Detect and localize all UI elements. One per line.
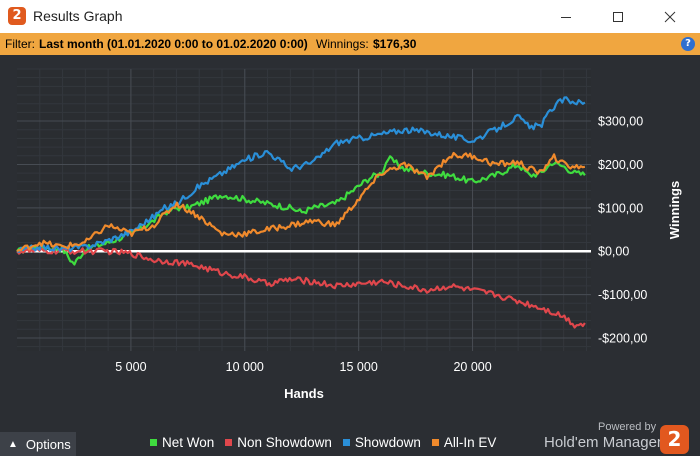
legend-label: All-In EV — [443, 434, 497, 450]
legend-label: Showdown — [354, 434, 421, 450]
minimize-button[interactable] — [543, 0, 589, 33]
filter-value: Last month (01.01.2020 0:00 to 01.02.202… — [39, 37, 308, 51]
close-button[interactable] — [647, 0, 693, 33]
x-tick-label: 10 000 — [226, 360, 264, 374]
y-axis-ticks: $300,00 $200,00 $100,00 $0,00 -$100,00 -$200,… — [598, 115, 647, 346]
powered-by-text: Powered by — [598, 421, 657, 433]
series-line-all-in-ev — [16, 151, 586, 253]
legend-swatch — [342, 438, 350, 446]
chevron-up-icon: ▲ — [8, 438, 18, 450]
winnings-value: $176,30 — [373, 37, 417, 51]
help-icon[interactable]: ? — [681, 37, 695, 51]
legend-swatch — [431, 438, 439, 446]
filter-bar: Filter: Last month (01.01.2020 0:00 to 0… — [0, 33, 700, 55]
plot-area — [17, 69, 591, 351]
filter-label: Filter: — [5, 37, 35, 51]
maximize-icon — [613, 11, 623, 22]
y-tick-label: -$100,00 — [598, 288, 647, 302]
title-bar[interactable]: 2 Results Graph — [0, 0, 700, 33]
chart-legend: Net Won Non Showdown Showdown All-In EV — [150, 433, 507, 451]
y-axis-title: Winnings — [667, 181, 682, 239]
legend-label: Net Won — [162, 434, 215, 450]
y-tick-label: $0,00 — [598, 245, 629, 259]
series-line-showdown — [16, 96, 586, 253]
legend-item[interactable]: All-In EV — [431, 434, 497, 450]
winnings-label: Winnings: — [316, 37, 369, 51]
options-label: Options — [25, 436, 71, 452]
maximize-button[interactable] — [595, 0, 641, 33]
brand-name: Hold'em Manager — [544, 434, 662, 451]
legend-label: Non Showdown — [237, 434, 332, 450]
brand-logo-icon: 2 — [660, 425, 689, 454]
x-tick-label: 5 000 — [115, 360, 146, 374]
results-chart[interactable]: 5 000 10 000 15 000 20 000 $300,00 $200,00 $1… — [0, 55, 700, 427]
minimize-icon — [561, 16, 571, 18]
y-tick-label: $100,00 — [598, 201, 643, 215]
x-tick-label: 15 000 — [340, 360, 378, 374]
close-icon — [664, 11, 676, 22]
x-axis-ticks: 5 000 10 000 15 000 20 000 — [115, 360, 491, 374]
app-logo-icon: 2 — [8, 7, 26, 25]
series-line-non-showdown — [16, 247, 586, 329]
y-tick-label: $200,00 — [598, 158, 643, 172]
legend-item[interactable]: Net Won — [150, 435, 214, 450]
x-tick-label: 20 000 — [453, 360, 491, 374]
y-tick-label: $300,00 — [598, 115, 643, 129]
series-group — [16, 96, 586, 329]
x-axis-title: Hands — [284, 386, 324, 401]
window-title: Results Graph — [33, 8, 123, 24]
y-tick-label: -$200,00 — [598, 331, 647, 345]
legend-item[interactable]: Non Showdown — [225, 435, 332, 450]
options-button[interactable]: ▲ Options — [0, 432, 76, 456]
legend-item[interactable]: Showdown — [342, 434, 421, 450]
legend-swatch — [225, 438, 233, 446]
legend-swatch — [150, 438, 157, 446]
